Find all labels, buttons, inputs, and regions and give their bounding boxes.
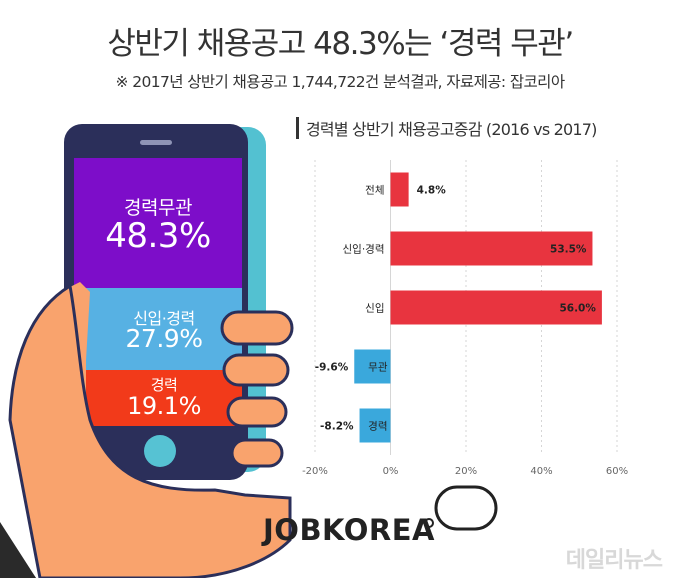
finger-4 [230, 438, 284, 468]
bar [354, 349, 391, 384]
segment-1-value: 48.3% [105, 216, 211, 256]
bar [390, 172, 409, 207]
jobkorea-logo: JOBKOREA [263, 513, 435, 547]
segment-2-value: 27.9% [125, 324, 203, 353]
finger-3 [226, 396, 288, 428]
phone-speaker [140, 140, 172, 145]
chart-title: 경력별 상반기 채용공고증감 (2016 vs 2017) [306, 120, 597, 139]
sleeve [0, 528, 36, 578]
bar-layer [354, 172, 602, 443]
category-label: 경력 [368, 420, 387, 433]
finger-1 [220, 310, 294, 346]
segment-2-label: 신입·경력 [133, 309, 195, 328]
label-layer: 전체 4.8% 신입·경력 53.5% 신입 56.0% 무관 -9.6% 경력 -8.2% [315, 185, 597, 433]
main-title: 상반기 채용공고 48.3%는 ‘경력 무관’ [107, 26, 574, 62]
segment-3-value: 19.1% [127, 392, 201, 420]
category-label: 전체 [365, 185, 384, 197]
x-tick-label: 0% [383, 466, 399, 477]
bar [390, 231, 593, 266]
category-label: 신입 [365, 302, 384, 315]
value-label: 4.8% [417, 185, 447, 197]
home-button [144, 435, 176, 467]
screen-segment-3 [74, 370, 242, 426]
segment-1-label: 경력무관 [124, 197, 192, 219]
category-label: 무관 [368, 362, 388, 374]
palm [8, 283, 292, 578]
chart-title-marker [296, 117, 299, 139]
x-tick-label: -20% [302, 466, 328, 477]
bar [359, 408, 391, 443]
value-label: -9.6% [315, 362, 349, 374]
tick-layer: -20% 0% 20% 40% 60% [302, 466, 628, 477]
value-label: 53.5% [550, 244, 587, 256]
bar [390, 290, 602, 325]
x-tick-label: 20% [455, 466, 477, 477]
finger-2 [222, 353, 290, 387]
category-label: 신입·경력 [343, 243, 385, 256]
screen-segment-1 [74, 158, 242, 288]
value-label: 56.0% [559, 303, 596, 315]
x-tick-label: 60% [606, 466, 628, 477]
subtitle: ※ 2017년 상반기 채용공고 1,744,722건 분석결과, 자료제공: … [115, 73, 565, 91]
watermark: 데일리뉴스 [565, 548, 663, 573]
x-tick-label: 40% [530, 466, 552, 477]
value-label: -8.2% [320, 421, 354, 433]
screen-segment-2 [74, 288, 242, 370]
segment-3-label: 경력 [150, 376, 178, 394]
